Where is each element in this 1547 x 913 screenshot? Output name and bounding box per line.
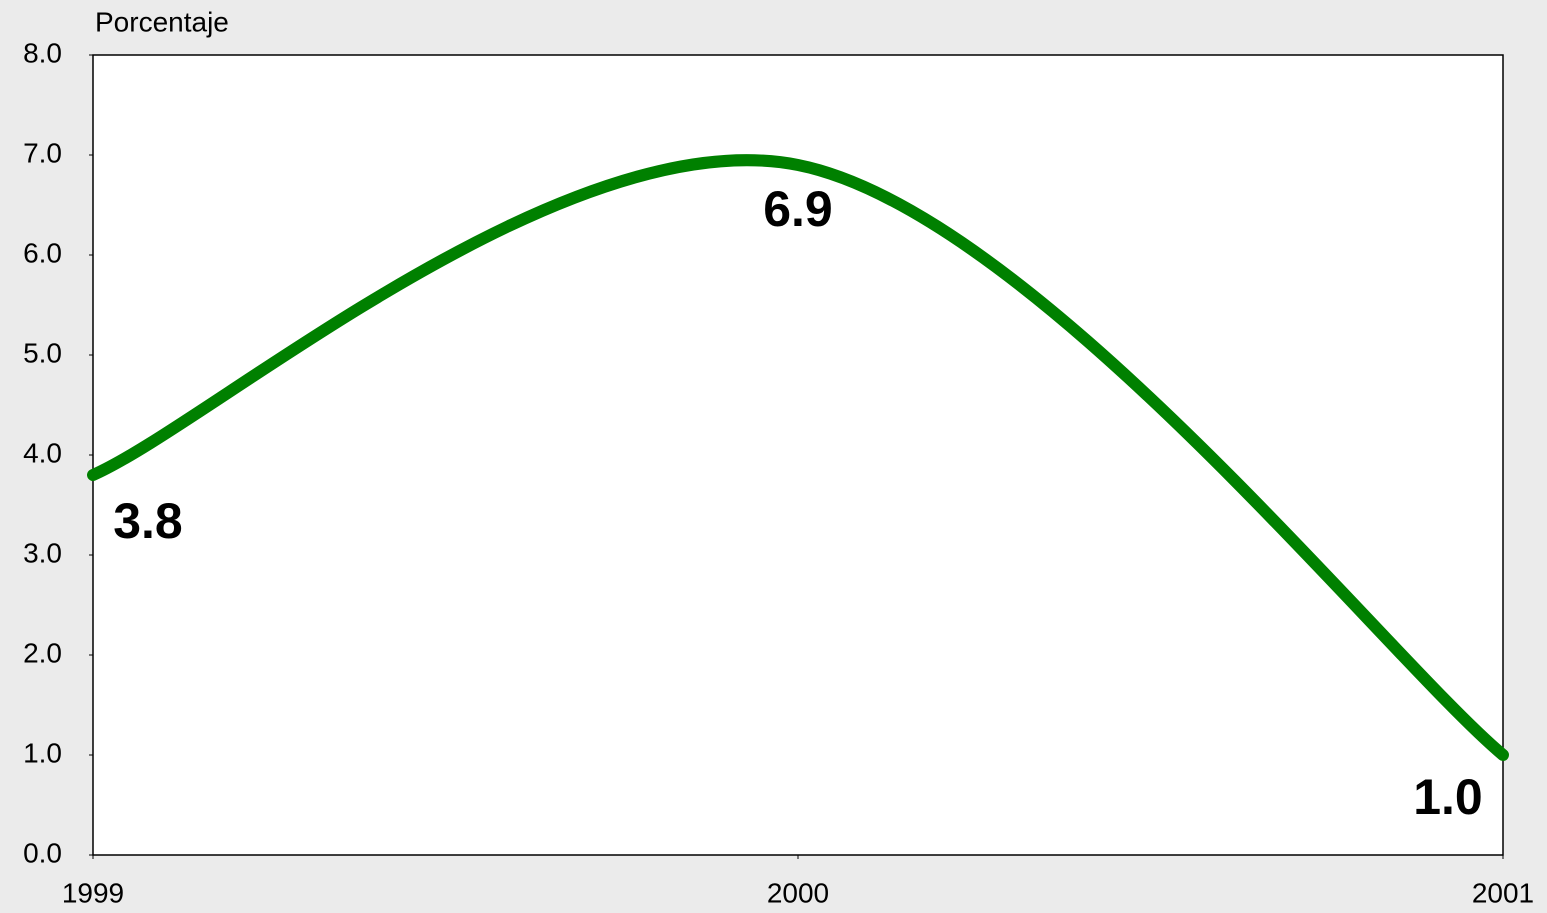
y-tick-label: 2.0 [23,637,62,668]
y-tick-label: 6.0 [23,237,62,268]
x-tick-label: 1999 [62,877,124,908]
y-tick-label: 5.0 [23,337,62,368]
y-tick-label: 4.0 [23,437,62,468]
x-tick-label: 2001 [1472,877,1534,908]
y-tick-label: 7.0 [23,137,62,168]
y-tick-label: 8.0 [23,37,62,68]
y-axis-label: Porcentaje [95,6,229,37]
data-label: 1.0 [1413,769,1483,825]
data-label: 6.9 [763,181,833,237]
data-label: 3.8 [113,493,183,549]
y-tick-label: 1.0 [23,737,62,768]
x-tick-label: 2000 [767,877,829,908]
line [87,154,1509,761]
plot-area [92,54,1504,856]
y-tick-label: 3.0 [23,537,62,568]
y-tick-label: 0.0 [23,837,62,868]
